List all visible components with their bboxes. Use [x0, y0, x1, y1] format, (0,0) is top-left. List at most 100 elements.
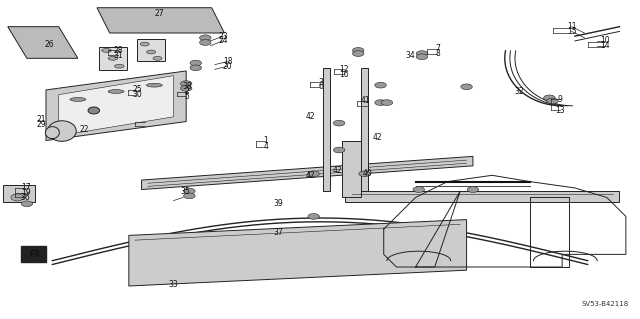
Text: 24: 24 [218, 36, 228, 45]
Text: 36: 36 [20, 193, 31, 202]
Ellipse shape [180, 81, 192, 86]
Text: 34: 34 [406, 51, 415, 60]
Polygon shape [323, 68, 330, 191]
Polygon shape [8, 27, 78, 58]
Ellipse shape [375, 100, 387, 105]
Text: 25: 25 [132, 85, 142, 94]
Polygon shape [97, 8, 225, 33]
FancyBboxPatch shape [3, 185, 35, 202]
Polygon shape [362, 68, 368, 191]
Ellipse shape [102, 48, 111, 52]
Ellipse shape [147, 83, 163, 87]
Text: 7: 7 [435, 44, 440, 53]
Text: 39: 39 [274, 199, 284, 208]
Text: 18: 18 [223, 57, 232, 66]
Ellipse shape [108, 90, 124, 93]
Polygon shape [141, 156, 473, 189]
Text: 16: 16 [339, 70, 348, 78]
Text: 35: 35 [180, 187, 190, 196]
Polygon shape [46, 71, 186, 141]
Polygon shape [59, 76, 173, 136]
Text: 20: 20 [223, 62, 232, 71]
Text: 26: 26 [44, 40, 54, 48]
Text: 3: 3 [319, 78, 324, 86]
Text: 42: 42 [306, 112, 316, 121]
Ellipse shape [88, 107, 100, 114]
Text: 42: 42 [306, 171, 316, 180]
Ellipse shape [467, 187, 479, 192]
Ellipse shape [200, 40, 211, 45]
Ellipse shape [11, 194, 24, 201]
Ellipse shape [333, 147, 345, 153]
Text: 27: 27 [155, 9, 164, 18]
Ellipse shape [416, 51, 428, 56]
Text: 5: 5 [184, 92, 189, 101]
Text: 42: 42 [333, 166, 342, 175]
Text: 1: 1 [264, 136, 268, 145]
Ellipse shape [153, 56, 162, 60]
Ellipse shape [47, 121, 76, 141]
Ellipse shape [353, 51, 364, 56]
Ellipse shape [547, 98, 558, 104]
Text: FR.: FR. [29, 250, 44, 259]
Ellipse shape [416, 54, 428, 60]
Ellipse shape [375, 82, 387, 88]
Text: 14: 14 [601, 41, 611, 50]
Text: 22: 22 [79, 125, 89, 134]
Text: 15: 15 [567, 27, 577, 36]
Text: 21: 21 [36, 115, 45, 124]
Text: 4: 4 [264, 142, 268, 151]
Polygon shape [342, 141, 362, 197]
Polygon shape [20, 247, 46, 262]
Ellipse shape [180, 85, 192, 91]
Polygon shape [129, 219, 467, 286]
Ellipse shape [359, 171, 371, 177]
Text: SV53-B42118: SV53-B42118 [582, 300, 629, 307]
Ellipse shape [543, 95, 555, 101]
Text: 9: 9 [558, 95, 563, 104]
Ellipse shape [45, 127, 60, 139]
Text: 8: 8 [435, 49, 440, 58]
Ellipse shape [190, 60, 202, 66]
Text: 29: 29 [36, 120, 45, 129]
Polygon shape [346, 191, 620, 202]
Ellipse shape [115, 64, 124, 68]
Text: 41: 41 [361, 97, 371, 106]
Text: 42: 42 [372, 133, 382, 142]
Text: 17: 17 [20, 183, 31, 192]
Ellipse shape [108, 56, 118, 60]
Ellipse shape [413, 187, 424, 192]
Text: 11: 11 [567, 22, 577, 31]
Ellipse shape [147, 50, 156, 54]
Ellipse shape [184, 188, 195, 194]
Text: 23: 23 [218, 32, 228, 41]
Ellipse shape [308, 214, 319, 219]
Ellipse shape [140, 42, 149, 46]
Text: 19: 19 [20, 188, 31, 197]
Text: 38: 38 [182, 82, 192, 91]
Text: 10: 10 [601, 36, 611, 45]
Ellipse shape [70, 98, 86, 101]
Text: 6: 6 [319, 82, 324, 91]
Text: 32: 32 [514, 87, 524, 96]
Ellipse shape [381, 100, 393, 105]
Ellipse shape [353, 48, 364, 53]
Ellipse shape [184, 193, 195, 199]
Text: 31: 31 [113, 51, 123, 60]
Text: 28: 28 [113, 46, 123, 55]
Ellipse shape [190, 65, 202, 70]
Text: 37: 37 [274, 228, 284, 237]
Text: 33: 33 [168, 280, 179, 289]
Ellipse shape [21, 201, 33, 207]
Text: 30: 30 [132, 90, 142, 99]
Ellipse shape [461, 84, 472, 90]
Ellipse shape [333, 120, 345, 126]
Text: 40: 40 [363, 169, 372, 178]
Ellipse shape [308, 171, 319, 177]
Text: 2: 2 [184, 87, 189, 96]
Text: 12: 12 [339, 65, 348, 74]
FancyBboxPatch shape [99, 47, 127, 70]
Text: 13: 13 [556, 106, 565, 115]
FancyBboxPatch shape [137, 39, 165, 61]
Ellipse shape [200, 35, 211, 41]
